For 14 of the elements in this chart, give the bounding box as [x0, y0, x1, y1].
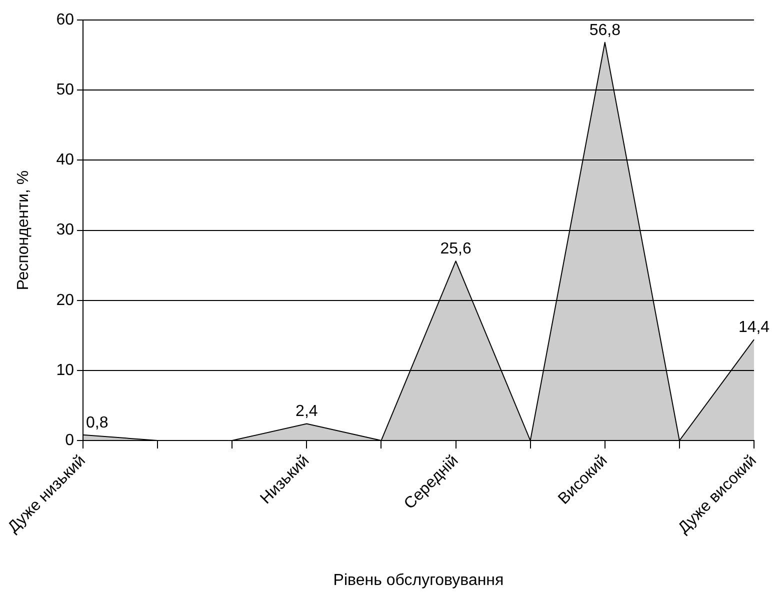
y-tick-label: 20 [56, 292, 74, 309]
data-label: 0,8 [86, 414, 108, 432]
data-label: 56,8 [589, 22, 621, 39]
y-tick-label: 60 [56, 11, 74, 28]
y-axis-title: Респонденти, % [15, 170, 32, 290]
y-tick-label: 10 [56, 362, 74, 379]
data-label: 14,4 [738, 319, 770, 336]
y-tick-label: 40 [56, 152, 74, 169]
y-tick-label: 30 [56, 222, 74, 239]
y-tick-label: 0 [65, 432, 74, 449]
data-label: 25,6 [440, 240, 472, 258]
y-tick-label: 50 [56, 81, 74, 98]
x-axis-title: Рівень обслуговування [333, 572, 504, 589]
data-label: 2,4 [296, 403, 318, 420]
